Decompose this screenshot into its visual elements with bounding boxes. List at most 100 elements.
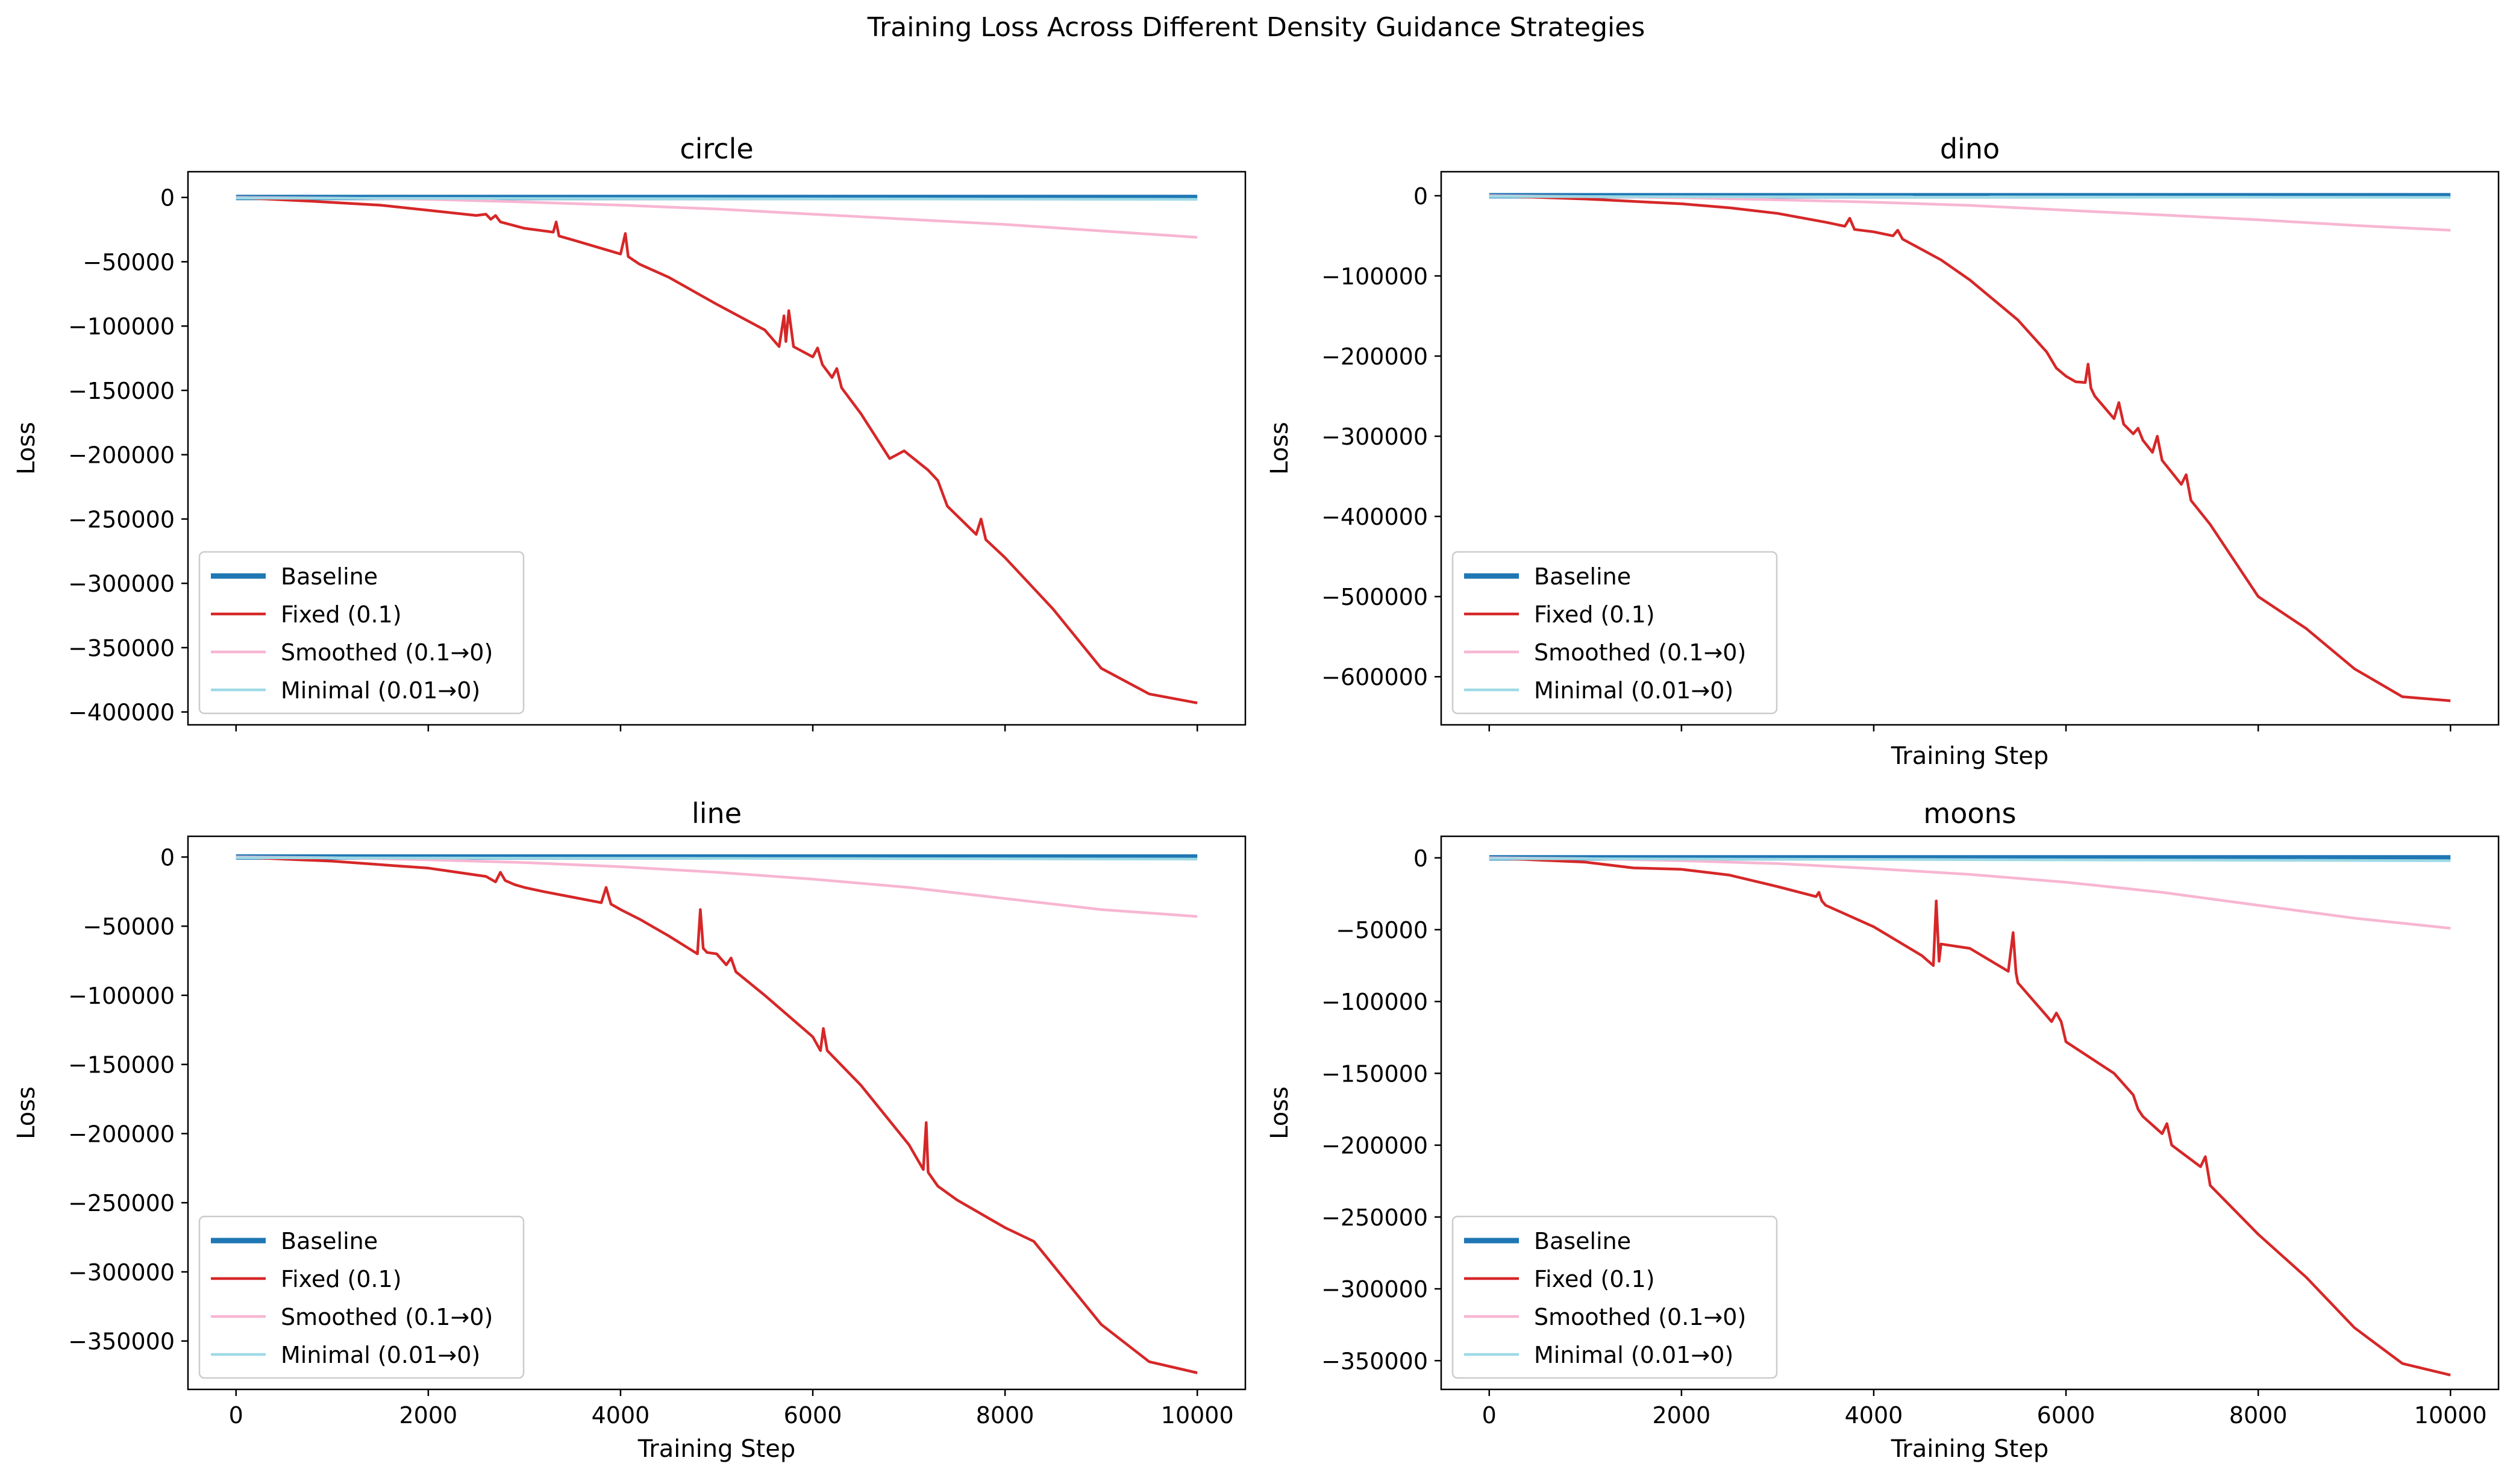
legend-label-minimal-0-01-0: Minimal (0.01→0): [1534, 677, 1733, 704]
panel-title: moons: [1923, 797, 2016, 830]
legend: Baseline Fixed (0.1) Smoothed (0.1→0) Minim…: [198, 551, 525, 715]
axes-frame: [187, 835, 1247, 1391]
x-tick-label: 6000: [784, 1402, 842, 1429]
y-axis-label: Loss: [13, 422, 40, 475]
series-line-smoothed-0-1-0: [236, 196, 1198, 239]
figure-title: Training Loss Across Different Density G…: [867, 12, 1645, 43]
series-line-minimal-0-01-0: [236, 196, 1198, 201]
legend-label-baseline: Baseline: [1534, 1228, 1631, 1254]
y-axis-label: Loss: [1266, 422, 1294, 475]
x-tick-label: 8000: [2229, 1402, 2288, 1429]
legend-label-smoothed-0-1-0: Smoothed (0.1→0): [281, 1304, 493, 1330]
legend: Baseline Fixed (0.1) Smoothed (0.1→0) Minim…: [198, 1215, 525, 1379]
x-axis-label: Training Step: [1891, 1435, 2049, 1463]
legend-label-smoothed-0-1-0: Smoothed (0.1→0): [1534, 639, 1746, 666]
legend-frame: [198, 551, 525, 715]
y-tick-label: −250000: [1321, 1204, 1428, 1231]
x-tick-label: 10000: [1161, 1402, 1234, 1429]
y-tick-label: 0: [160, 185, 175, 211]
y-tick-label: −350000: [68, 635, 175, 662]
panel-title: dino: [1940, 133, 2000, 165]
series-line-fixed-0-1: [1489, 194, 2451, 703]
panel-dino: dino 0 −100000 −200000 −300000 −400000 −500000…: [1266, 133, 2500, 770]
y-axis-label: Loss: [1266, 1086, 1294, 1139]
series-line-minimal-0-01-0: [1489, 195, 2451, 199]
y-tick-label: −300000: [1321, 1276, 1428, 1303]
y-tick-label: −200000: [68, 1121, 175, 1147]
y-tick-label: −100000: [1321, 263, 1428, 290]
y-tick-label: −350000: [1321, 1348, 1428, 1374]
legend-frame: [198, 1215, 525, 1379]
legend-label-fixed-0-1: Fixed (0.1): [281, 601, 402, 628]
legend-label-baseline: Baseline: [1534, 563, 1631, 590]
panel-moons: moons 0 −50000 −100000 −150000 −200000 −250000…: [1266, 797, 2500, 1463]
y-tick-label: −300000: [1321, 424, 1428, 450]
panel-line: line 0 −50000 −100000 −150000 −200000 −250000 −…: [13, 797, 1247, 1463]
y-tick-label: −400000: [68, 700, 175, 726]
legend-frame: [1451, 551, 1778, 715]
axes-frame: [187, 171, 1247, 726]
legend-label-minimal-0-01-0: Minimal (0.01→0): [281, 677, 480, 704]
legend-label-baseline: Baseline: [281, 563, 378, 590]
y-tick-label: −500000: [1321, 584, 1428, 610]
y-tick-label: 0: [1413, 183, 1428, 210]
x-tick-label: 0: [1482, 1402, 1497, 1429]
legend-label-fixed-0-1: Fixed (0.1): [1534, 601, 1655, 628]
x-tick-label: 10000: [2414, 1402, 2487, 1429]
y-tick-label: −150000: [1321, 1060, 1428, 1087]
x-tick-label: 0: [229, 1402, 243, 1429]
panel-title: circle: [680, 133, 753, 165]
y-tick-label: −50000: [83, 249, 175, 275]
x-tick-label: 4000: [592, 1402, 650, 1429]
y-tick-label: −300000: [68, 571, 175, 597]
y-tick-label: −150000: [68, 378, 175, 404]
y-tick-label: 0: [1413, 845, 1428, 872]
x-tick-label: 8000: [976, 1402, 1034, 1429]
y-tick-label: 0: [160, 844, 175, 871]
series-line-fixed-0-1: [236, 856, 1198, 1374]
legend-label-minimal-0-01-0: Minimal (0.01→0): [281, 1342, 480, 1368]
legend-label-fixed-0-1: Fixed (0.1): [1534, 1266, 1655, 1292]
legend-label-fixed-0-1: Fixed (0.1): [281, 1266, 402, 1292]
legend: Baseline Fixed (0.1) Smoothed (0.1→0) Minim…: [1451, 1215, 1778, 1379]
x-tick-label: 6000: [2037, 1402, 2095, 1429]
y-tick-label: −200000: [1321, 343, 1428, 370]
y-tick-label: −150000: [68, 1052, 175, 1079]
axes-frame: [1440, 835, 2500, 1391]
series-group: [236, 854, 1198, 1374]
legend-label-baseline: Baseline: [281, 1228, 378, 1254]
series-group: [236, 195, 1198, 704]
series-line-fixed-0-1: [236, 196, 1198, 704]
x-axis-label: Training Step: [637, 1435, 796, 1463]
y-tick-label: −600000: [1321, 664, 1428, 690]
series-line-minimal-0-01-0: [1489, 857, 2451, 862]
legend-label-smoothed-0-1-0: Smoothed (0.1→0): [1534, 1304, 1746, 1330]
x-tick-label: 2000: [1653, 1402, 1711, 1429]
y-tick-label: −400000: [1321, 504, 1428, 530]
y-tick-label: −100000: [68, 313, 175, 340]
legend-frame: [1451, 1215, 1778, 1379]
panel-circle: circle 0 −50000 −100000 −150000 −200000 −25000…: [13, 133, 1247, 731]
panel-title: line: [692, 797, 742, 830]
legend-label-minimal-0-01-0: Minimal (0.01→0): [1534, 1342, 1733, 1368]
x-tick-label: 2000: [399, 1402, 458, 1429]
y-tick-label: −250000: [68, 1190, 175, 1216]
legend-label-smoothed-0-1-0: Smoothed (0.1→0): [281, 639, 493, 666]
y-tick-label: −100000: [1321, 989, 1428, 1015]
x-axis-label: Training Step: [1891, 742, 2049, 770]
axes-frame: [1440, 171, 2500, 726]
legend: Baseline Fixed (0.1) Smoothed (0.1→0) Minim…: [1451, 551, 1778, 715]
y-tick-label: −300000: [68, 1259, 175, 1286]
y-tick-label: −100000: [68, 983, 175, 1009]
series-group: [1489, 193, 2451, 703]
series-line-minimal-0-01-0: [236, 856, 1198, 861]
y-tick-label: −50000: [1336, 917, 1428, 944]
y-tick-label: −350000: [68, 1329, 175, 1355]
series-line-fixed-0-1: [1489, 856, 2451, 1377]
series-group: [1489, 855, 2451, 1377]
y-axis-label: Loss: [13, 1086, 40, 1139]
y-tick-label: −50000: [83, 913, 175, 940]
y-tick-label: −200000: [1321, 1133, 1428, 1159]
x-tick-label: 4000: [1845, 1402, 1903, 1429]
